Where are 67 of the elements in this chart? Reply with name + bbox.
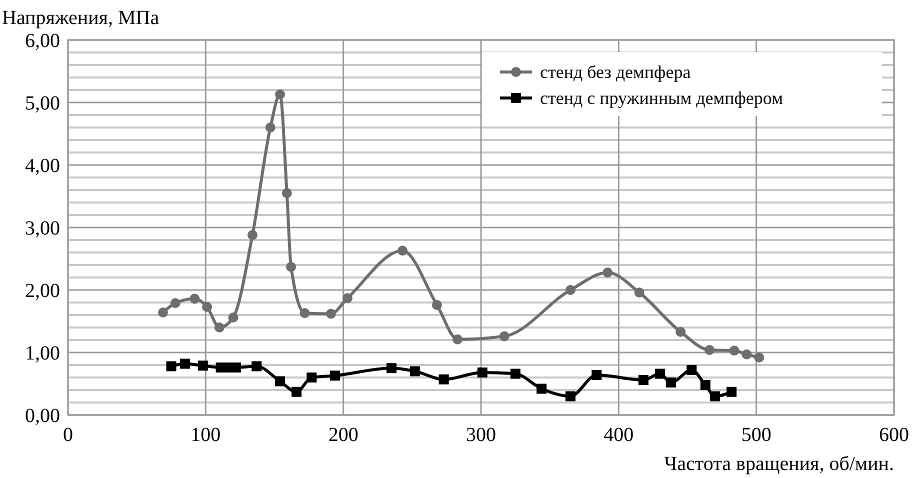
x-tick-label: 100 <box>190 424 221 446</box>
x-tick-label: 300 <box>466 424 496 446</box>
point <box>386 363 397 374</box>
point <box>666 378 676 388</box>
point <box>592 370 602 380</box>
point <box>282 188 292 198</box>
point <box>398 246 408 256</box>
point <box>499 331 510 342</box>
x-axis-title: Частота вращения, об/мин. <box>664 453 894 475</box>
point <box>602 268 613 278</box>
point <box>452 334 463 344</box>
x-tick-label: 200 <box>328 424 358 446</box>
point <box>275 89 286 100</box>
point <box>198 360 208 371</box>
point <box>214 322 224 332</box>
y-tick-label: 1,00 <box>25 342 60 364</box>
point <box>326 308 336 319</box>
point <box>700 380 710 390</box>
point <box>190 294 200 304</box>
point <box>726 386 737 397</box>
point <box>300 308 310 318</box>
point <box>286 262 296 272</box>
x-tick-label: 0 <box>63 424 73 446</box>
y-tick-label: 3,00 <box>25 218 60 240</box>
point <box>228 312 238 322</box>
point <box>292 386 302 397</box>
point <box>166 361 176 372</box>
point <box>676 326 686 337</box>
point <box>438 374 449 384</box>
point <box>742 349 752 360</box>
x-tick-label: 600 <box>879 424 909 446</box>
point <box>477 368 488 378</box>
point <box>704 345 715 355</box>
y-tick-label: 4,00 <box>25 155 60 177</box>
x-tick-label: 400 <box>604 424 634 446</box>
point <box>180 358 190 369</box>
point <box>275 376 286 386</box>
y-tick-label: 6,00 <box>25 30 60 52</box>
point <box>265 122 276 132</box>
y-tick-label: 2,00 <box>25 280 60 302</box>
point <box>565 285 576 295</box>
point <box>686 365 697 375</box>
point <box>710 391 720 402</box>
legend-label: стенд без демпфера <box>540 62 691 82</box>
point <box>729 346 740 356</box>
point <box>158 308 168 318</box>
point <box>510 368 520 379</box>
point <box>634 288 644 298</box>
point <box>565 391 576 402</box>
point <box>410 366 420 376</box>
point <box>654 368 665 379</box>
point <box>330 370 340 381</box>
y-axis-title: Напряжения, МПа <box>2 7 160 29</box>
y-tick-label: 0,00 <box>25 405 60 427</box>
point <box>252 361 262 372</box>
point <box>170 298 180 308</box>
point <box>638 375 648 385</box>
point <box>536 384 547 394</box>
y-tick-label: 5,00 <box>25 92 60 114</box>
point <box>202 302 212 312</box>
point <box>432 300 442 310</box>
point <box>754 352 764 362</box>
point <box>247 230 258 240</box>
legend-label: стенд с пружинным демпфером <box>540 88 783 108</box>
x-tick-label: 500 <box>741 424 772 446</box>
point <box>342 293 352 304</box>
point <box>306 372 317 382</box>
